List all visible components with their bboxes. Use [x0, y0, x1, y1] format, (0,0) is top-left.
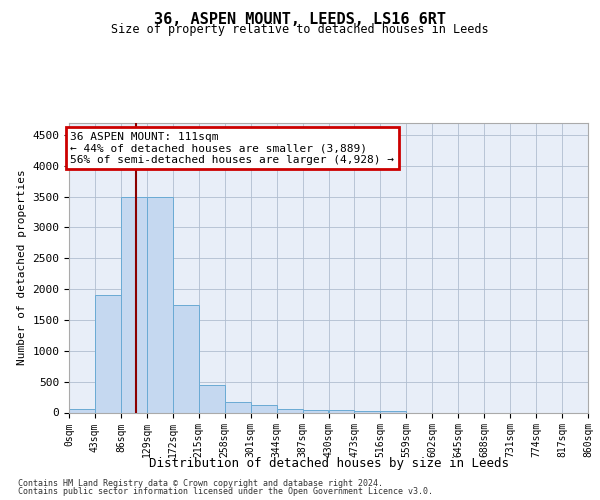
- Bar: [251, 405, 277, 412]
- Bar: [69, 409, 95, 412]
- Bar: [95, 296, 121, 412]
- Bar: [380, 411, 406, 412]
- Text: Distribution of detached houses by size in Leeds: Distribution of detached houses by size …: [149, 458, 509, 470]
- Y-axis label: Number of detached properties: Number of detached properties: [17, 170, 27, 366]
- Bar: [173, 304, 199, 412]
- Text: Contains HM Land Registry data © Crown copyright and database right 2024.: Contains HM Land Registry data © Crown c…: [18, 478, 383, 488]
- Bar: [147, 196, 173, 412]
- Text: 36, ASPEN MOUNT, LEEDS, LS16 6RT: 36, ASPEN MOUNT, LEEDS, LS16 6RT: [154, 12, 446, 28]
- Bar: [329, 410, 355, 412]
- Bar: [199, 384, 224, 412]
- Bar: [355, 410, 380, 412]
- Bar: [277, 410, 302, 412]
- Text: 36 ASPEN MOUNT: 111sqm
← 44% of detached houses are smaller (3,889)
56% of semi-: 36 ASPEN MOUNT: 111sqm ← 44% of detached…: [70, 132, 394, 165]
- Text: Size of property relative to detached houses in Leeds: Size of property relative to detached ho…: [111, 22, 489, 36]
- Bar: [302, 410, 329, 412]
- Bar: [121, 196, 147, 412]
- Bar: [224, 402, 251, 412]
- Text: Contains public sector information licensed under the Open Government Licence v3: Contains public sector information licen…: [18, 487, 433, 496]
